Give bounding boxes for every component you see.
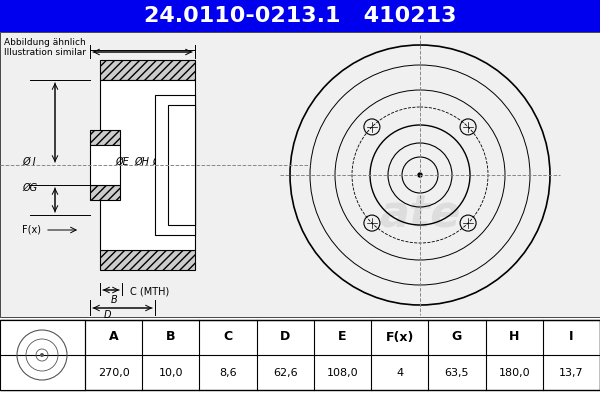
Text: D: D <box>280 330 290 344</box>
Bar <box>0 320 85 390</box>
Bar <box>0 32 600 317</box>
Bar <box>90 145 120 185</box>
Text: H: H <box>509 330 520 344</box>
Text: 180,0: 180,0 <box>499 368 530 378</box>
Bar <box>100 60 195 80</box>
Text: A: A <box>109 330 118 344</box>
Circle shape <box>418 173 422 177</box>
Text: G: G <box>452 330 462 344</box>
Text: 62,6: 62,6 <box>273 368 298 378</box>
Text: B: B <box>166 330 176 344</box>
Text: ØA: ØA <box>152 157 166 167</box>
Text: 4: 4 <box>396 368 403 378</box>
Text: Ø I: Ø I <box>22 157 35 167</box>
Bar <box>90 185 120 200</box>
Bar <box>0 320 600 390</box>
Text: B: B <box>110 295 118 305</box>
Text: 108,0: 108,0 <box>326 368 358 378</box>
Text: Illustration similar: Illustration similar <box>4 48 86 57</box>
Text: C (MTH): C (MTH) <box>130 287 169 297</box>
Bar <box>0 0 600 32</box>
Text: ØE: ØE <box>115 157 129 167</box>
Bar <box>168 105 195 225</box>
Circle shape <box>40 353 44 357</box>
Text: D: D <box>103 310 111 320</box>
Text: F(x): F(x) <box>22 225 41 235</box>
Text: 13,7: 13,7 <box>559 368 584 378</box>
Text: 270,0: 270,0 <box>98 368 130 378</box>
Text: 10,0: 10,0 <box>158 368 183 378</box>
Text: 24.0110-0213.1   410213: 24.0110-0213.1 410213 <box>144 6 456 26</box>
Bar <box>155 95 195 235</box>
Text: F(x): F(x) <box>386 330 414 344</box>
Text: ØH: ØH <box>134 157 149 167</box>
Bar <box>90 130 120 145</box>
Text: C: C <box>223 330 233 344</box>
Bar <box>100 250 195 270</box>
Text: I: I <box>569 330 574 344</box>
Bar <box>100 80 195 250</box>
Text: ØG: ØG <box>22 183 37 193</box>
Text: ate: ate <box>379 194 461 236</box>
Text: 8,6: 8,6 <box>219 368 237 378</box>
Text: 63,5: 63,5 <box>445 368 469 378</box>
Text: Abbildung ähnlich: Abbildung ähnlich <box>4 38 86 47</box>
Text: E: E <box>338 330 347 344</box>
